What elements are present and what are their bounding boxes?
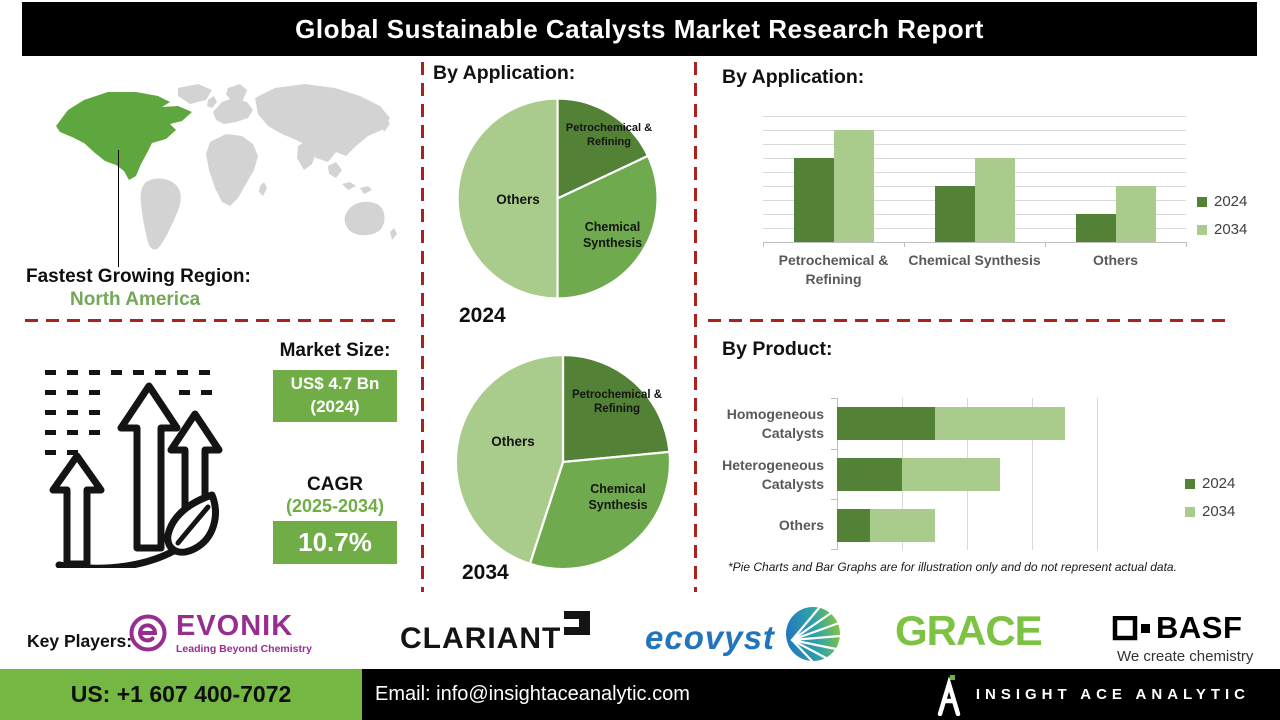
page-title: Global Sustainable Catalysts Market Rese… [295,13,984,44]
ecovyst-globe-icon [785,606,841,662]
bar-2034-1 [902,458,1000,491]
bar-2024-0 [793,158,834,242]
legend-label: 2024 [1202,475,1236,492]
category-label: Heterogeneous Catalysts [722,457,824,492]
application-bar-chart-plot: Petrochemical & Refining Chemical Synthes… [763,116,1187,287]
bar-2024-1 [837,458,902,491]
application-chart-legend: 2024 2034 [1197,189,1247,242]
logo-grace: GRACE [895,607,1043,654]
pie-2034-year: 2034 [462,561,509,584]
basf-wordmark: BASF [1156,610,1243,645]
legend-label: 2034 [1214,221,1248,238]
legend-swatch-2034 [1185,506,1195,517]
evonik-tagline: Leading Beyond Chemistry [176,643,312,655]
bar-2024-0 [837,407,935,440]
legend-label: 2034 [1202,503,1236,520]
basf-squares-icon [1112,615,1150,640]
cagr-period: (2025-2034) [285,496,385,516]
bar-2034-0 [934,407,1065,440]
divider-left [25,319,397,322]
bar-2034-2 [1115,186,1156,242]
footer-email-block: Email: info@insightaceanalytic.com INSIG… [362,669,1280,720]
pie-chart-2024: Petrochemical & Refining Chemical Synthe… [455,96,660,301]
fastest-region-label: Fastest Growing Region: [26,266,251,287]
evonik-circle-e-icon [129,614,167,652]
logo-basf: BASF We create chemistry [1112,610,1253,665]
legend-swatch-2034 [1197,224,1207,235]
brand-block: INSIGHT ACE ANALYTIC [936,674,1250,716]
north-america-highlight [56,92,192,180]
legend-swatch-2024 [1197,196,1207,207]
application-chart-heading: By Application: [722,66,865,88]
map-callout-line [118,150,119,267]
bar-2024-1 [934,186,975,242]
divider-right [708,319,1232,322]
pie-2024-year: 2024 [459,304,506,327]
pie-2034-svg [454,353,672,571]
pie-section-heading: By Application: [433,62,576,84]
bar-2024-2 [1075,214,1116,242]
logo-evonik: EVONIK Leading Beyond Chemistry [128,610,312,655]
disclaimer-note: *Pie Charts and Bar Graphs are for illus… [728,560,1177,574]
market-size-year: (2024) [310,397,360,416]
pie-2024-svg [456,97,659,300]
cagr-value-box: 10.7% [273,521,397,564]
growth-arrows-leaf-icon [45,370,223,568]
key-players-label: Key Players: [27,631,133,651]
divider-mid-right [694,62,697,592]
bar-2034-1 [974,158,1015,242]
bar-2024-2 [837,509,870,542]
ecovyst-wordmark: ecovyst [645,619,775,656]
market-size-heading: Market Size: [279,340,391,361]
pie-2034-label-others: Others [491,434,535,449]
category-label: Petrochemical & Refining [778,252,889,287]
logo-ecovyst: ecovyst [645,606,841,662]
clariant-mark-icon [564,611,591,635]
fastest-region-value: North America [70,289,201,310]
pie-2024-label-chemical: Chemical Synthesis [582,220,643,250]
product-chart-heading: By Product: [722,338,833,360]
basf-tagline: We create chemistry [1117,648,1254,665]
pie-2024-label-others: Others [496,192,540,207]
clariant-wordmark: CLARIANT [400,622,562,655]
evonik-wordmark: EVONIK [176,610,294,642]
divider-mid-left [421,62,424,592]
pie-2034-label-chemical: Chemical Synthesis [588,482,648,512]
email-address: Email: info@insightaceanalytic.com [375,683,690,705]
product-bar-chart-plot: Homogeneous Catalysts Heterogeneous Catal… [722,398,1098,550]
pie-2024-label-petrochemical: Petrochemical & Refining [565,122,653,148]
pie-chart-2034: Petrochemical & Refining Chemical Synthe… [453,352,673,572]
bar-2034-2 [869,509,935,542]
legend-swatch-2024 [1185,478,1195,489]
category-label: Others [1092,252,1139,268]
pie-2034-label-petrochemical: Petrochemical & Refining [571,389,663,416]
product-chart-legend: 2024 2034 [1185,471,1235,524]
logo-clariant: CLARIANT [400,610,591,656]
brand-name: INSIGHT ACE ANALYTIC [975,686,1250,703]
market-size-value: US$ 4.7 Bn [290,374,380,394]
world-map [56,84,397,250]
category-label: Homogeneous Catalysts [726,406,824,441]
category-label: Others [778,517,824,534]
cagr-value: 10.7% [298,527,372,557]
header-bar: Global Sustainable Catalysts Market Rese… [22,2,1257,56]
footer-phone-block: US: +1 607 400-7072 [0,669,362,720]
legend-label: 2024 [1214,193,1248,210]
category-label: Chemical Synthesis [908,252,1041,268]
market-size-value-box: US$ 4.7 Bn (2024) [273,370,397,422]
cagr-label: CAGR [307,474,363,495]
phone-number: US: +1 607 400-7072 [70,681,292,707]
insight-ace-logo-icon [937,674,961,716]
bar-2034-0 [833,130,874,242]
